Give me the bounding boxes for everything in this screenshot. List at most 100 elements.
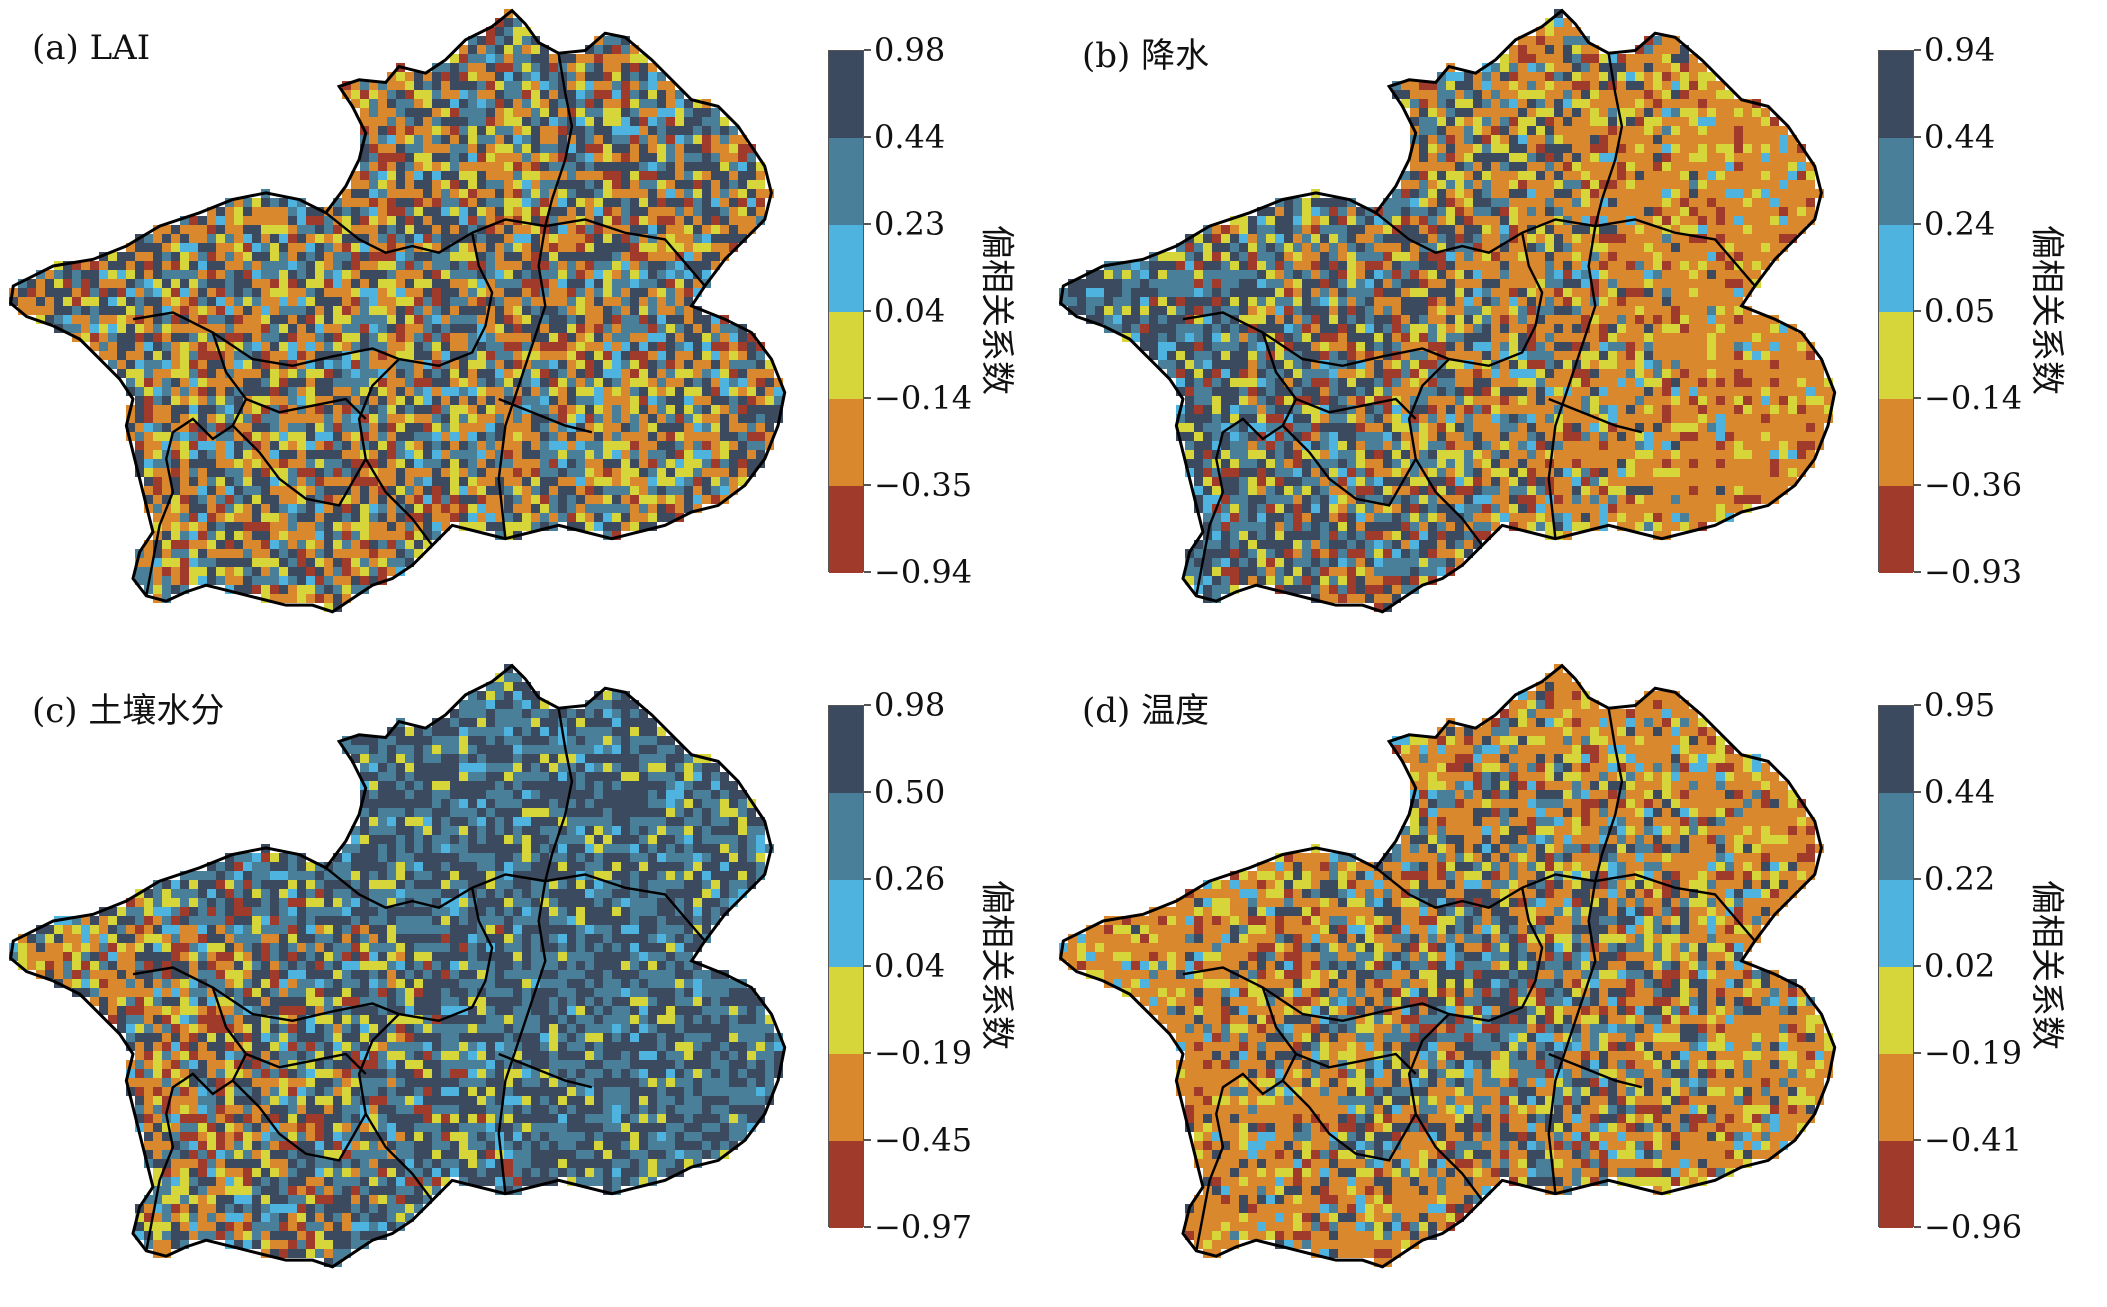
colorbar-tick-mark [864,704,871,706]
city-boundary [1547,225,1597,539]
colorbar-cell [1879,1141,1913,1228]
city-boundary [1295,397,1417,420]
colorbar-tick-label: 0.04 [874,292,946,330]
colorbar-tick-mark [864,397,871,399]
city-boundary [544,53,574,227]
city-boundary [1594,53,1624,227]
colorbar-tick-mark [864,1226,871,1228]
city-boundary [231,424,367,507]
city-boundary [1521,218,1756,287]
colorbar-cell [829,793,863,880]
city-boundary [1448,887,1544,1022]
map-a [9,8,787,614]
colorbar-cell [1879,138,1913,225]
colorbar-tick-mark [864,791,871,793]
panel-c: (c) 土壤水分 0.98 0.50 0.26 0.04 −0.19 −0.45 −0.97… [0,655,1050,1295]
colorbar-tick-label: −0.19 [874,1034,973,1072]
colorbar-cell [829,880,863,967]
colorbar-tick-label: −0.96 [1924,1208,2023,1246]
panel-label-b: (b) 降水 [1082,36,1210,76]
colorbar-tick-label: −0.94 [874,553,973,591]
colorbar-cell [1879,880,1913,967]
city-boundary [1182,966,1450,1022]
city-boundary [357,1013,434,1202]
colorbar-tick-mark [1914,1139,1921,1141]
colorbar-cell [829,225,863,312]
panel-d: (d) 温度 0.95 0.44 0.22 0.02 −0.19 −0.41 −0.96 偏… [1050,655,2100,1295]
colorbar-tick-mark [1914,1226,1921,1228]
colorbar-tick-mark [864,223,871,225]
colorbar-cell [829,399,863,486]
colorbar-cell [1879,1054,1913,1141]
colorbar-tick-label: 0.44 [874,118,946,156]
city-boundary [544,708,574,882]
map-mosaic [9,664,783,1267]
colorbar-tick-label: 0.98 [874,686,946,724]
city-boundary [1295,1052,1417,1075]
city-boundary [325,211,473,254]
colorbar-tick-mark [864,49,871,51]
colorbar-tick-label: 0.24 [1924,205,1996,243]
colorbar-tick-mark [864,484,871,486]
colorbar-cell [1879,486,1913,573]
colorbar-cell [829,312,863,399]
city-boundary [1548,1052,1643,1089]
city-boundary [497,225,547,539]
colorbar-tick-mark [864,1052,871,1054]
city-boundary [145,332,248,597]
colorbar-tick-mark [1914,878,1921,880]
colorbar-c [828,705,864,1228]
province-boundary [1059,8,1837,614]
map-b [1059,8,1837,614]
colorbar-cell [1879,399,1913,486]
colorbar-tick-label: 0.22 [1924,860,1996,898]
colorbar-cell [829,706,863,793]
legend-title-b: 偏相关系数 [2026,225,2067,395]
city-boundary [1448,232,1544,367]
map-d [1059,663,1837,1269]
colorbar-tick-mark [1914,136,1921,138]
colorbar-tick-label: 0.98 [874,31,946,69]
colorbar-tick-label: −0.14 [874,379,973,417]
city-boundary [1195,332,1298,597]
colorbar-tick-mark [864,965,871,967]
province-boundary [9,8,787,614]
colorbar-cell [1879,225,1913,312]
city-boundary [231,1079,367,1162]
city-boundary [398,232,494,367]
colorbar-tick-mark [864,310,871,312]
colorbar-tick-label: −0.19 [1924,1034,2023,1072]
map-c [9,663,787,1269]
colorbar-tick-mark [864,1139,871,1141]
legend-title-d: 偏相关系数 [2026,880,2067,1050]
legend-c: 0.98 0.50 0.26 0.04 −0.19 −0.45 −0.97 [828,686,972,1246]
colorbar-tick-mark [1914,791,1921,793]
colorbar-tick-mark [1914,310,1921,312]
province-boundary [9,663,787,1269]
colorbar-tick-label: −0.97 [874,1208,973,1246]
city-boundary [498,397,593,434]
panel-label-c: (c) 土壤水分 [32,691,225,731]
colorbar-cell [829,1141,863,1228]
colorbar-tick-label: 0.94 [1924,31,1996,69]
colorbar-tick-label: −0.45 [874,1121,973,1159]
colorbar-tick-label: 0.26 [874,860,946,898]
colorbar-cell [829,486,863,573]
legend-title-c: 偏相关系数 [976,880,1017,1050]
colorbar-tick-mark [864,571,871,573]
city-boundary [471,873,706,942]
colorbar-cell [1879,312,1913,399]
city-boundary [1548,397,1643,434]
colorbar-tick-mark [1914,704,1921,706]
colorbar-tick-label: 0.23 [874,205,946,243]
colorbar-tick-mark [1914,397,1921,399]
colorbar-cell [1879,793,1913,880]
colorbar-tick-label: 0.50 [874,773,946,811]
colorbar-a [828,50,864,573]
city-boundary [398,887,494,1022]
colorbar-tick-mark [1914,1052,1921,1054]
city-boundary [497,880,547,1194]
city-boundary [1195,987,1298,1252]
colorbar-tick-mark [1914,571,1921,573]
